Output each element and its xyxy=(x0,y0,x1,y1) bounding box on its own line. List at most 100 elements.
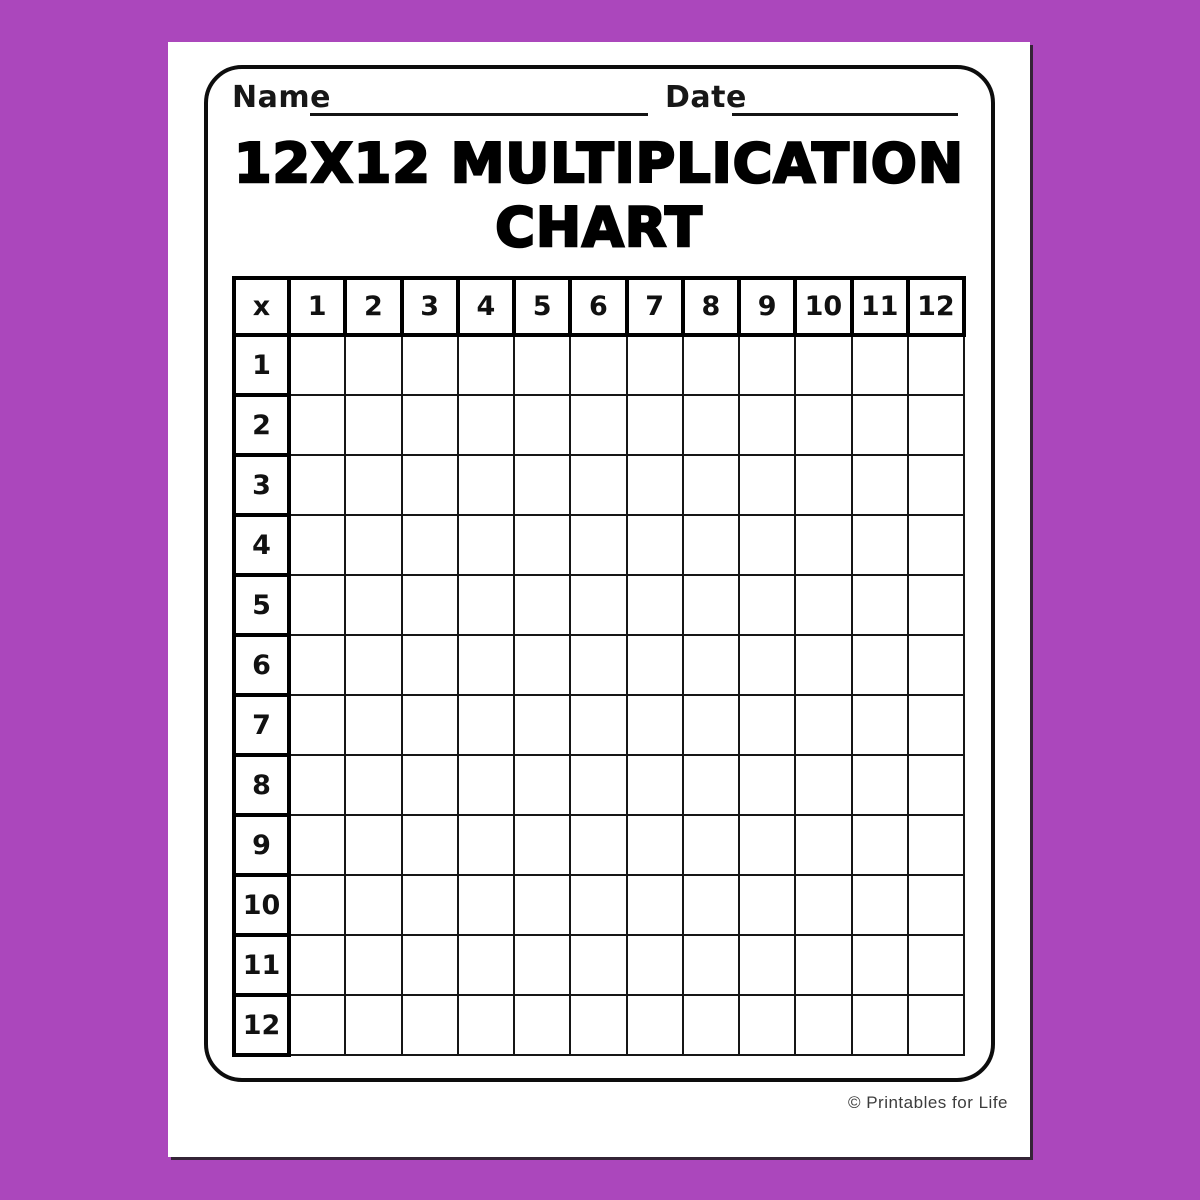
grid-cell xyxy=(344,574,403,636)
row-header: 9 xyxy=(232,813,291,877)
grid-cell xyxy=(287,574,347,636)
grid-cell xyxy=(512,574,572,636)
grid-cell xyxy=(456,874,516,936)
table-row: 3 xyxy=(232,453,966,517)
grid-cell xyxy=(906,814,966,876)
grid-cell xyxy=(569,634,628,696)
grid-cell xyxy=(400,754,459,816)
grid-cell xyxy=(850,934,909,996)
grid-cell xyxy=(681,814,741,876)
grid-cell xyxy=(569,514,628,576)
grid-cell xyxy=(287,874,347,936)
grid-cell xyxy=(456,334,516,396)
row-header: 2 xyxy=(232,393,291,457)
grid-cell xyxy=(850,334,909,396)
grid-cell xyxy=(287,634,347,696)
grid-cell xyxy=(456,394,516,456)
grid-cell xyxy=(625,454,684,516)
grid-cell xyxy=(512,874,572,936)
grid-cell xyxy=(287,514,347,576)
grid-cell xyxy=(456,934,516,996)
grid-cell xyxy=(512,814,572,876)
name-writing-line xyxy=(310,113,648,116)
grid-cell xyxy=(287,994,347,1056)
column-header: 1 xyxy=(286,276,348,337)
page-border-frame xyxy=(204,65,995,1082)
grid-cell xyxy=(906,394,966,456)
grid-cell xyxy=(569,814,628,876)
grid-cell xyxy=(625,934,684,996)
grid-cell xyxy=(344,994,403,1056)
grid-cell xyxy=(850,874,909,936)
grid-cell xyxy=(400,874,459,936)
grid-cell xyxy=(625,574,684,636)
grid-cell xyxy=(400,574,459,636)
date-writing-line xyxy=(732,113,958,116)
grid-cell xyxy=(344,394,403,456)
grid-cell xyxy=(681,334,741,396)
table-row: 1 xyxy=(232,333,966,397)
grid-cell xyxy=(681,754,741,816)
column-header: 3 xyxy=(399,276,460,337)
grid-cell xyxy=(794,874,853,936)
grid-cell xyxy=(906,574,966,636)
grid-cell xyxy=(512,934,572,996)
grid-cell xyxy=(794,454,853,516)
grid-cell xyxy=(512,634,572,696)
column-header: 8 xyxy=(680,276,742,337)
column-header: 2 xyxy=(343,276,404,337)
grid-cell xyxy=(681,934,741,996)
grid-cell xyxy=(456,814,516,876)
date-label: Date xyxy=(665,80,747,115)
column-header: 5 xyxy=(511,276,573,337)
grid-cell xyxy=(794,754,853,816)
grid-cell xyxy=(906,334,966,396)
grid-cell xyxy=(287,694,347,756)
grid-cell xyxy=(794,814,853,876)
grid-cell xyxy=(344,514,403,576)
grid-cell xyxy=(512,694,572,756)
grid-cell xyxy=(344,874,403,936)
row-header: 1 xyxy=(232,333,291,397)
grid-cell xyxy=(344,334,403,396)
grid-cell xyxy=(625,814,684,876)
grid-cell xyxy=(456,574,516,636)
row-header: 11 xyxy=(232,933,291,997)
grid-cell xyxy=(569,334,628,396)
grid-cell xyxy=(681,694,741,756)
grid-cell xyxy=(850,754,909,816)
multiplication-table: x 1 2 3 4 5 6 7 8 9 10 11 12 1 2 3 4 5 6 7 8 9 10 11 12 xyxy=(232,276,967,1057)
grid-cell xyxy=(400,514,459,576)
row-header: 3 xyxy=(232,453,291,517)
table-row: 8 xyxy=(232,753,966,817)
grid-cell xyxy=(681,454,741,516)
grid-cell xyxy=(569,934,628,996)
grid-cell xyxy=(681,874,741,936)
grid-cell xyxy=(794,634,853,696)
grid-cell xyxy=(737,514,797,576)
grid-cell xyxy=(906,934,966,996)
column-header: 6 xyxy=(568,276,629,337)
grid-cell xyxy=(512,514,572,576)
grid-cell xyxy=(681,574,741,636)
grid-cell xyxy=(512,454,572,516)
grid-cell xyxy=(456,754,516,816)
grid-cell xyxy=(287,334,347,396)
grid-cell xyxy=(681,514,741,576)
grid-cell xyxy=(737,874,797,936)
table-row: 11 xyxy=(232,933,966,997)
grid-cell xyxy=(625,514,684,576)
name-label: Name xyxy=(232,80,331,115)
grid-cell xyxy=(737,574,797,636)
grid-cell xyxy=(287,754,347,816)
grid-cell xyxy=(794,574,853,636)
grid-cell xyxy=(400,934,459,996)
grid-cell xyxy=(850,394,909,456)
grid-cell xyxy=(625,754,684,816)
grid-cell xyxy=(681,394,741,456)
grid-cell xyxy=(400,814,459,876)
row-header: 5 xyxy=(232,573,291,637)
table-row: 4 xyxy=(232,513,966,577)
grid-cell xyxy=(850,454,909,516)
grid-cell xyxy=(400,634,459,696)
